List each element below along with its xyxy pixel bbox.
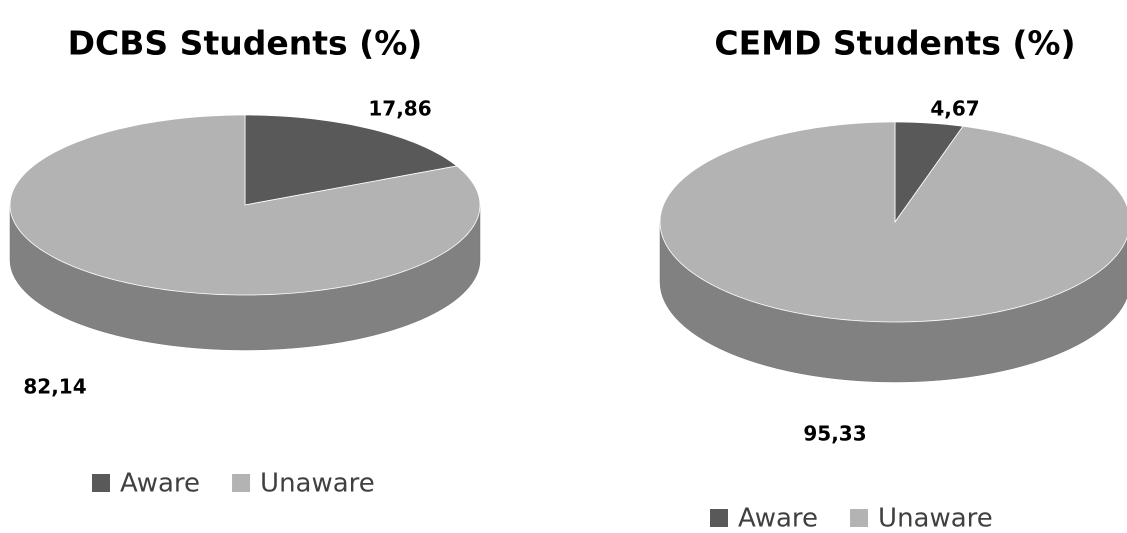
data-label: 17,86	[368, 97, 431, 121]
chart-title: DCBS Students (%)	[68, 24, 423, 63]
chart-title: CEMD Students (%)	[714, 24, 1075, 63]
legend-label: Aware	[738, 504, 818, 533]
legend-label: Unaware	[260, 469, 375, 499]
slice	[9, 114, 481, 296]
legend-swatch	[850, 509, 869, 527]
legend-swatch	[710, 509, 728, 527]
data-label: 4,67	[930, 97, 979, 121]
legend-label: Aware	[120, 469, 200, 499]
legend-swatch	[232, 474, 251, 492]
slice	[659, 121, 1127, 323]
data-label: 82,14	[23, 375, 86, 399]
legend-swatch	[92, 474, 110, 492]
data-label: 95,33	[803, 422, 866, 446]
legend-label: Unaware	[878, 504, 993, 533]
slice	[244, 114, 458, 206]
slice	[894, 121, 964, 224]
